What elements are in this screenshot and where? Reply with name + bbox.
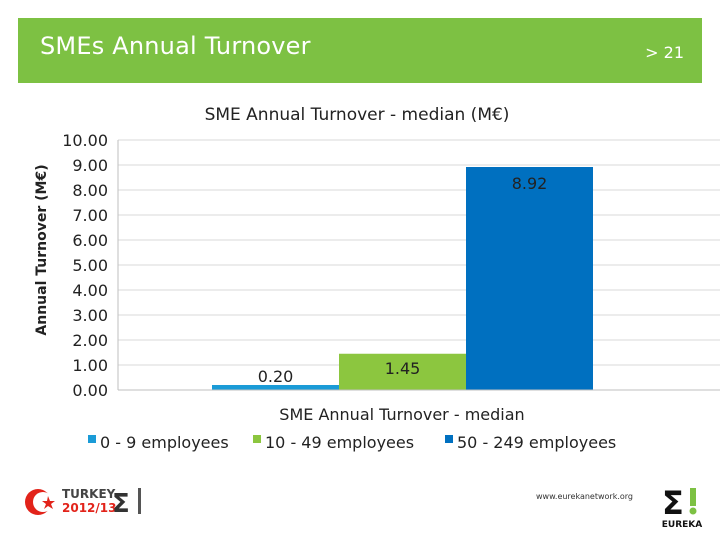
eureka-logo-text: EUREKA [662, 520, 703, 530]
eureka-logo: Σ EUREKA [662, 484, 703, 530]
y-tick-label: 2.00 [72, 331, 108, 350]
legend-label: 50 - 249 employees [457, 433, 616, 452]
y-tick-label: 7.00 [72, 206, 108, 225]
data-label: 8.92 [512, 174, 548, 193]
legend-label: 10 - 49 employees [265, 433, 414, 452]
eureka-sigma-glyph: Σ [662, 484, 684, 522]
logo-left-year: 2012/13 [62, 501, 116, 515]
y-tick-label: 10.00 [62, 131, 108, 150]
logo-staff-glyph [138, 488, 141, 514]
bar-2 [339, 353, 466, 390]
x-axis-label: SME Annual Turnover - median [279, 405, 524, 424]
turkey-chairmanship-logo: TURKEY 2012/13 Σ [25, 487, 141, 519]
legend-swatch [88, 435, 96, 443]
y-tick-label: 6.00 [72, 231, 108, 250]
y-tick-label: 3.00 [72, 306, 108, 325]
data-label: 1.45 [385, 359, 421, 378]
legend-swatch [445, 435, 453, 443]
chart-title: SME Annual Turnover - median (M€) [205, 105, 510, 125]
logo-sigma-glyph: Σ [112, 489, 130, 519]
bar-chart: SME Annual Turnover - median (M€) Annual… [34, 105, 720, 452]
data-label: 0.20 [258, 367, 294, 386]
y-tick-label: 1.00 [72, 356, 108, 375]
footer-url: www.eurekanetwork.org [536, 492, 634, 501]
legend-label: 0 - 9 employees [100, 433, 229, 452]
legend-swatch [253, 435, 261, 443]
bar-1 [212, 385, 339, 390]
slide-title: SMEs Annual Turnover [40, 32, 311, 60]
page-number: > 21 [645, 43, 684, 62]
y-axis-label: Annual Turnover (M€) [34, 164, 50, 335]
y-tick-label: 8.00 [72, 181, 108, 200]
chart-legend: 0 - 9 employees 10 - 49 employees 50 - 249… [88, 433, 616, 452]
y-tick-label: 0.00 [72, 381, 108, 400]
bar-3 [466, 167, 593, 390]
chart-gridlines [118, 139, 720, 366]
y-tick-label: 5.00 [72, 256, 108, 275]
data-labels: 0.20 1.45 8.92 [258, 174, 548, 386]
y-tick-label: 4.00 [72, 281, 108, 300]
y-axis-ticks: 0.00 1.00 2.00 3.00 4.00 5.00 6.00 7.00 8.00 9.00… [62, 131, 108, 400]
slide-header: SMEs Annual Turnover > 21 [18, 18, 702, 83]
chart-bars [212, 167, 593, 390]
y-tick-label: 9.00 [72, 156, 108, 175]
logo-left-text: TURKEY [62, 487, 116, 501]
